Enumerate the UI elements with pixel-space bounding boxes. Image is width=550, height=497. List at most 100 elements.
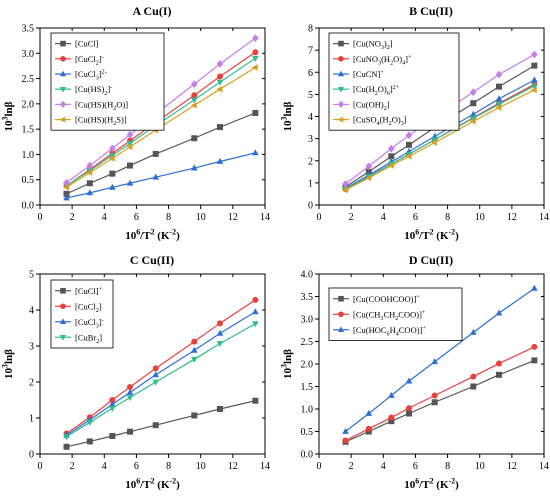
x-tick-label: 12 [228,461,238,472]
series-line [66,311,256,436]
legend-label: [CuCl2] [75,301,102,314]
legend-item: [CuCl2] [55,301,102,314]
legend-swatch-marker [59,318,67,324]
data-point [126,179,134,186]
legend-swatch-marker [337,100,345,109]
x-tick-label: 2 [70,212,75,223]
x-axis-title: 106/T2 (K-2) [404,228,459,242]
series-line [66,400,256,448]
data-point [431,137,439,144]
x-tick-label: 0 [317,212,322,223]
plot-frame [39,27,266,206]
data-point [469,118,476,125]
y-tick-label: 6 [308,68,313,79]
data-point [495,104,502,111]
data-point [190,164,198,171]
data-point [216,85,223,93]
legend-item: [Cu(HOC6H4COO)]+ [333,325,426,337]
y-tick-label: 4 [308,112,313,123]
legend-item: [Cu(HS)(H2S)] [55,115,127,128]
data-point [470,373,477,380]
series-line [345,89,535,191]
legend-label: [CuCl] [75,39,99,49]
data-point [127,162,133,169]
y-tick-label: 3.0 [301,315,314,326]
data-point [152,379,160,386]
legend-item: [Cu(HS)2]- [55,84,112,97]
series-line [66,66,256,188]
legend-item: [Cu(CH3CH2COO)]+ [333,309,426,322]
chart-panel-1: A Cu(I) 0 2 4 6 8 10 12 14 0.0 0.5 1.0 1.5 2.0 2.5 3.0 3… [1,4,270,242]
x-tick-label: 4 [102,461,107,472]
panel-title: B Cu(II) [409,4,453,18]
legend-swatch-marker [338,311,344,318]
series-line [345,359,535,443]
data-point [126,388,134,395]
data-point [63,443,70,450]
data-point [86,189,94,196]
data-point [63,194,70,201]
legend-label: [Cu(CH3CH2COO)]+ [353,309,426,322]
legend-swatch-marker [338,56,344,62]
legend-swatch-marker [338,40,344,47]
y-tick-label: 2 [29,378,34,389]
data-point [531,50,538,59]
data-point [190,102,197,109]
legend-frame [50,32,165,131]
y-axis-title: 103lnβ [280,101,294,131]
data-point [496,371,502,378]
series-line [345,287,535,432]
data-point [531,83,538,90]
data-point [252,397,259,404]
y-tick-label: 7 [308,46,313,57]
data-point [388,153,395,160]
data-point [495,70,503,79]
data-point [470,383,477,390]
y-tick-label: 5 [308,90,313,101]
legend-swatch-marker [59,335,67,341]
data-point [63,178,70,187]
data-point [342,427,349,434]
data-point [365,425,372,432]
data-point [216,79,224,86]
x-tick-label: 12 [507,461,517,472]
data-point [406,141,412,148]
data-point [405,377,413,384]
legend-label: [Cu(HS)(H2S)] [75,115,127,128]
legend-item: [Cu(OH)2] [333,99,390,112]
data-point [252,55,259,62]
legend-label: [Cu(OH)2] [353,99,390,112]
data-point [365,174,372,182]
x-tick-label: 12 [507,212,517,223]
legend-label: [Cu(HS)2]- [75,84,112,97]
data-point [252,109,259,116]
series-6 [62,64,258,191]
legend-label: [Cu(HS)(H2O)] [75,99,128,112]
x-axis-title: 106/T2 (K-2) [125,228,180,242]
y-tick-label: 5 [29,270,34,281]
legend-label: [CuCl3]2- [75,69,107,82]
data-point [62,184,69,191]
x-tick-label: 14 [260,212,270,223]
y-tick-label: 3.5 [301,292,314,303]
y-tick-label: 3 [308,134,313,145]
y-tick-label: 3.5 [22,24,35,35]
legend-item: [CuCN]+ [333,69,384,79]
legend-item: [CuCl] [55,39,99,49]
data-point [86,438,93,445]
legend-item: [CuSO4(H2O)3] [333,115,407,127]
data-point [388,144,395,153]
y-tick-label: 0 [308,201,313,212]
data-point [127,384,133,391]
y-tick-label: 0.0 [22,201,35,212]
y-tick-label: 0.5 [301,427,314,438]
x-tick-label: 6 [413,212,418,223]
x-axis-title: 106/T2 (K-2) [125,477,180,491]
data-point [217,73,223,80]
panel-title: C Cu(II) [130,253,174,267]
data-point [469,110,477,117]
y-axis-title: 103lnβ [1,349,15,379]
series-line [66,51,256,187]
